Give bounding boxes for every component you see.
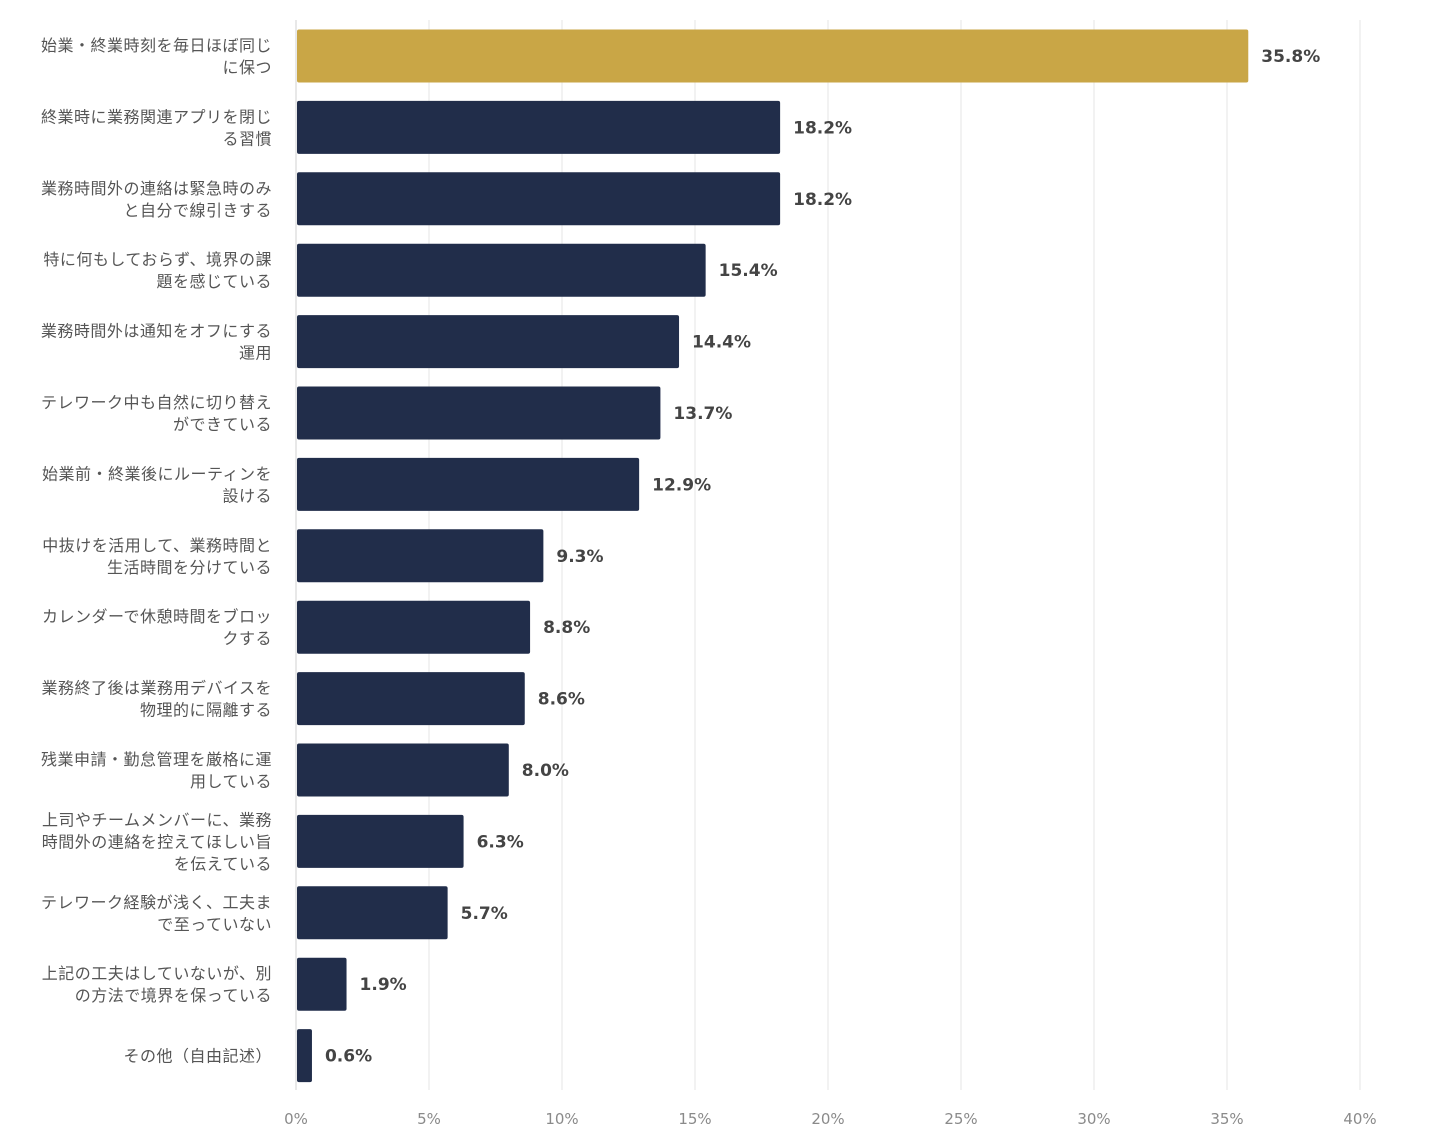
data-label: 18.2% <box>793 190 852 210</box>
category-label-line: に保つ <box>222 58 272 77</box>
category-label-line: 用している <box>190 772 272 791</box>
category-label: 始業前・終業後にルーティンを設ける <box>42 464 272 505</box>
category-label: 特に何もしておらず、境界の課題を感じている <box>43 250 272 291</box>
category-label: テレワーク中も自然に切り替えができている <box>41 393 272 434</box>
data-label: 0.6% <box>325 1047 372 1067</box>
category-label-line: と自分で線引きする <box>123 201 272 220</box>
category-label-line: 始業前・終業後にルーティンを <box>42 464 272 483</box>
category-label: テレワーク経験が浅く、工夫まで至っていない <box>41 893 272 934</box>
data-label: 1.9% <box>360 975 407 995</box>
category-label-line: クする <box>222 629 272 648</box>
category-label: 上記の工夫はしていないが、別の方法で境界を保っている <box>42 964 272 1005</box>
category-label-line: 物理的に隔離する <box>140 701 272 720</box>
category-label-line: 時間外の連絡を控えてほしい旨 <box>42 832 272 851</box>
bar <box>297 529 544 583</box>
data-label: 8.8% <box>543 618 590 638</box>
data-label: 35.8% <box>1261 47 1320 67</box>
data-label: 18.2% <box>793 118 852 138</box>
category-label-line: 設ける <box>222 486 272 505</box>
data-label: 8.0% <box>522 761 569 781</box>
data-label: 9.3% <box>556 547 603 567</box>
category-label-line: テレワーク経験が浅く、工夫ま <box>41 893 272 912</box>
bar <box>297 457 640 511</box>
bar <box>297 886 448 940</box>
x-tick-label: 20% <box>811 1110 844 1128</box>
category-label-line: 残業申請・勤怠管理を厳格に運 <box>41 750 272 769</box>
x-tick-label: 15% <box>678 1110 711 1128</box>
x-tick-label: 25% <box>944 1110 977 1128</box>
bars <box>297 29 1249 1083</box>
category-label-line: を伝えている <box>174 854 272 873</box>
category-label-line: で至っていない <box>157 915 272 934</box>
bar <box>297 386 661 440</box>
bar <box>297 957 347 1011</box>
category-label: 中抜けを活用して、業務時間と生活時間を分けている <box>42 536 272 577</box>
category-label-line: カレンダーで休憩時間をブロッ <box>42 607 272 626</box>
x-tick-label: 10% <box>545 1110 578 1128</box>
category-label: 業務時間外の連絡は緊急時のみと自分で線引きする <box>41 179 272 220</box>
bar <box>297 315 680 369</box>
x-tick-label: 30% <box>1077 1110 1110 1128</box>
category-label-line: 特に何もしておらず、境界の課 <box>43 250 272 269</box>
category-label-line: 始業・終業時刻を毎日ほぼ同じ <box>41 36 272 55</box>
category-label: その他（自由記述） <box>123 1047 272 1066</box>
category-label: 業務終了後は業務用デバイスを物理的に隔離する <box>41 679 272 720</box>
data-label: 15.4% <box>719 261 778 281</box>
bar <box>297 243 706 297</box>
category-label-line: 終業時に業務関連アプリを閉じ <box>41 107 272 126</box>
category-label-line: テレワーク中も自然に切り替え <box>41 393 272 412</box>
category-label-line: 業務時間外は通知をオフにする <box>41 322 272 341</box>
category-label: カレンダーで休憩時間をブロックする <box>42 607 272 648</box>
category-label-line: その他（自由記述） <box>123 1047 272 1066</box>
bar <box>297 600 531 654</box>
x-tick-label: 40% <box>1343 1110 1376 1128</box>
category-label-line: 運用 <box>239 344 272 363</box>
bar <box>297 100 781 154</box>
category-label-line: 題を感じている <box>156 272 272 291</box>
x-tick-label: 35% <box>1210 1110 1243 1128</box>
category-label-line: 業務終了後は業務用デバイスを <box>41 679 272 698</box>
data-label: 6.3% <box>477 832 524 852</box>
bar <box>297 814 464 868</box>
bar <box>297 743 509 797</box>
category-label-line: 上記の工夫はしていないが、別 <box>42 964 272 983</box>
bar <box>297 172 781 226</box>
data-label: 14.4% <box>692 333 751 353</box>
value-labels: 35.8% 18.2% 18.2% 15.4% 14.4% 13.7% 12.9% 9.3% 8… <box>325 47 1320 1067</box>
data-label: 5.7% <box>461 904 508 924</box>
x-axis-ticks: 0% 5% 10% 15% 20% 25% 30% 35% 40% <box>284 1110 1377 1128</box>
x-tick-label: 5% <box>417 1110 441 1128</box>
data-label: 8.6% <box>538 690 585 710</box>
bar <box>297 1029 312 1083</box>
data-label: 13.7% <box>673 404 732 424</box>
bar <box>297 672 525 726</box>
category-label-line: 中抜けを活用して、業務時間と <box>42 536 272 555</box>
category-label: 上司やチームメンバーに、業務時間外の連絡を控えてほしい旨を伝えている <box>42 810 272 873</box>
category-label: 始業・終業時刻を毎日ほぼ同じに保つ <box>41 36 272 77</box>
bar <box>297 29 1249 83</box>
category-label-line: る習慣 <box>222 129 272 148</box>
data-label: 12.9% <box>652 475 711 495</box>
category-label-line: 生活時間を分けている <box>107 558 272 577</box>
category-label: 業務時間外は通知をオフにする運用 <box>41 322 272 363</box>
category-label-line: ができている <box>173 415 272 434</box>
category-label: 残業申請・勤怠管理を厳格に運用している <box>41 750 272 791</box>
category-label-line: 業務時間外の連絡は緊急時のみ <box>41 179 272 198</box>
category-label: 終業時に業務関連アプリを閉じる習慣 <box>41 107 272 148</box>
x-tick-label: 0% <box>284 1110 308 1128</box>
category-label-line: 上司やチームメンバーに、業務 <box>42 810 272 829</box>
category-labels: 始業・終業時刻を毎日ほぼ同じに保つ終業時に業務関連アプリを閉じる習慣業務時間外の… <box>41 36 272 1066</box>
category-label-line: の方法で境界を保っている <box>75 986 272 1005</box>
